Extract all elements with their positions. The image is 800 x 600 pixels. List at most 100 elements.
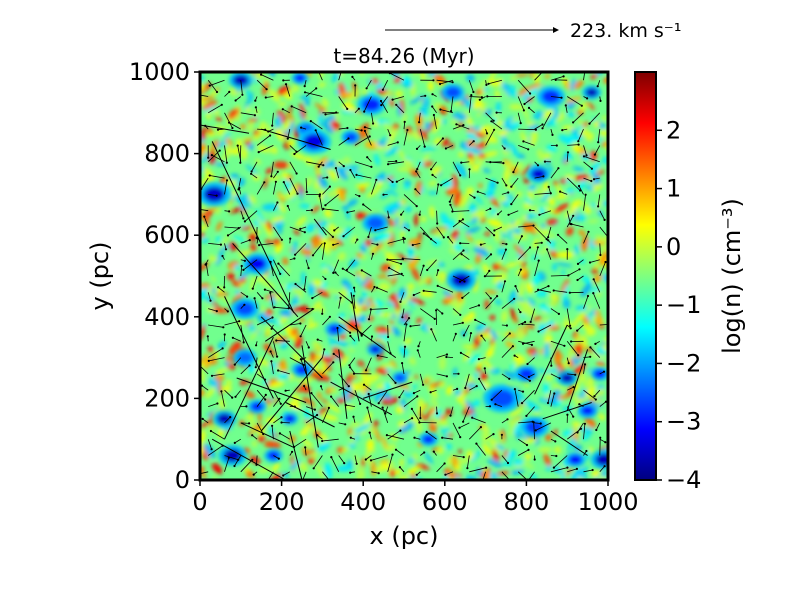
velocity-vector xyxy=(571,223,584,228)
velocity-vector-head xyxy=(295,172,298,175)
velocity-vector-head xyxy=(546,248,549,251)
velocity-vector xyxy=(440,177,454,186)
velocity-vector xyxy=(482,471,486,480)
density-patch xyxy=(504,171,512,184)
density-patch xyxy=(260,312,275,324)
velocity-vector-head xyxy=(455,123,458,126)
velocity-vector-head xyxy=(332,243,335,246)
velocity-vector xyxy=(243,259,258,271)
density-patch xyxy=(441,119,447,124)
density-patch xyxy=(470,449,482,463)
density-patch xyxy=(477,153,486,159)
velocity-vector-head xyxy=(490,398,493,401)
density-patch xyxy=(219,234,230,249)
density-patch xyxy=(458,211,463,228)
density-patch xyxy=(487,218,503,228)
density-patch xyxy=(495,101,501,114)
density-patch xyxy=(536,148,545,161)
velocity-vector-head xyxy=(307,267,310,270)
density-patch xyxy=(459,192,469,208)
velocity-vector xyxy=(387,373,396,384)
velocity-vector xyxy=(305,88,317,97)
velocity-vector-head xyxy=(462,124,465,127)
velocity-vector-head xyxy=(281,108,284,111)
density-patch xyxy=(551,120,556,128)
density-patch xyxy=(511,219,522,229)
velocity-vector-head xyxy=(557,312,561,315)
velocity-vector-head xyxy=(310,209,313,212)
velocity-vector-head xyxy=(364,369,368,372)
density-patch xyxy=(384,125,401,135)
density-patch xyxy=(538,368,544,374)
velocity-vector-head xyxy=(234,99,237,102)
velocity-vector-head xyxy=(527,448,530,451)
density-patch xyxy=(389,132,395,140)
velocity-vector-head xyxy=(342,235,345,238)
velocity-vector xyxy=(400,292,405,303)
density-patch xyxy=(226,148,239,154)
velocity-vector-head xyxy=(602,370,606,373)
density-patch xyxy=(536,271,546,276)
density-patch xyxy=(413,213,419,227)
velocity-vector-head xyxy=(547,239,550,242)
velocity-vector xyxy=(330,396,340,407)
density-patch xyxy=(265,326,272,337)
velocity-vector xyxy=(436,226,445,238)
velocity-vector xyxy=(528,107,535,114)
density-patch xyxy=(441,138,450,147)
velocity-vector-head xyxy=(206,335,209,338)
velocity-vector-head xyxy=(586,97,589,100)
density-patch xyxy=(405,206,412,213)
velocity-vector-head xyxy=(461,296,464,299)
velocity-vector xyxy=(291,106,307,114)
density-patch xyxy=(316,391,322,400)
density-patch xyxy=(324,466,328,474)
density-patch xyxy=(250,232,257,243)
density-patch xyxy=(230,190,236,197)
density-patch xyxy=(324,239,338,248)
density-patch xyxy=(356,315,365,323)
density-patch xyxy=(231,174,240,178)
density-patch xyxy=(257,357,270,367)
velocity-vector-head xyxy=(419,417,422,420)
density-patch xyxy=(202,107,217,112)
velocity-vector-head xyxy=(445,375,448,378)
density-patch xyxy=(403,180,412,186)
velocity-vector xyxy=(240,422,250,424)
plot-frame xyxy=(198,70,610,482)
velocity-vector xyxy=(534,124,543,130)
velocity-vector-head xyxy=(478,377,481,380)
density-patch xyxy=(373,427,381,443)
velocity-vector-head xyxy=(251,287,254,290)
velocity-vector-head xyxy=(294,282,297,286)
density-patch xyxy=(463,349,472,362)
velocity-vector-head xyxy=(552,466,556,469)
density-patch xyxy=(468,354,481,364)
velocity-vector-head xyxy=(367,235,370,239)
velocity-vector-head xyxy=(355,462,358,465)
velocity-vector-head xyxy=(401,316,404,319)
y-tick-label: 1000 xyxy=(129,58,190,86)
velocity-vector-head xyxy=(530,343,534,346)
velocity-vector xyxy=(501,298,515,309)
velocity-vector-head xyxy=(592,278,595,281)
velocity-vector-long xyxy=(211,141,295,313)
density-patch xyxy=(429,382,436,389)
velocity-vector-head xyxy=(483,275,486,278)
density-patch xyxy=(517,329,524,342)
density-patch xyxy=(313,430,321,438)
velocity-vector-head xyxy=(416,349,419,352)
density-patch xyxy=(200,446,204,454)
density-patch xyxy=(245,107,251,113)
velocity-vector xyxy=(238,178,242,190)
velocity-vector xyxy=(446,356,454,358)
velocity-vector xyxy=(522,323,535,326)
y-tick-label: 400 xyxy=(144,303,190,331)
density-patch xyxy=(456,222,473,230)
density-patch xyxy=(544,73,551,79)
velocity-vector-head xyxy=(603,465,606,468)
density-patch xyxy=(303,431,310,437)
density-patch xyxy=(366,187,381,198)
density-patch xyxy=(369,376,376,384)
density-patch xyxy=(409,297,425,305)
